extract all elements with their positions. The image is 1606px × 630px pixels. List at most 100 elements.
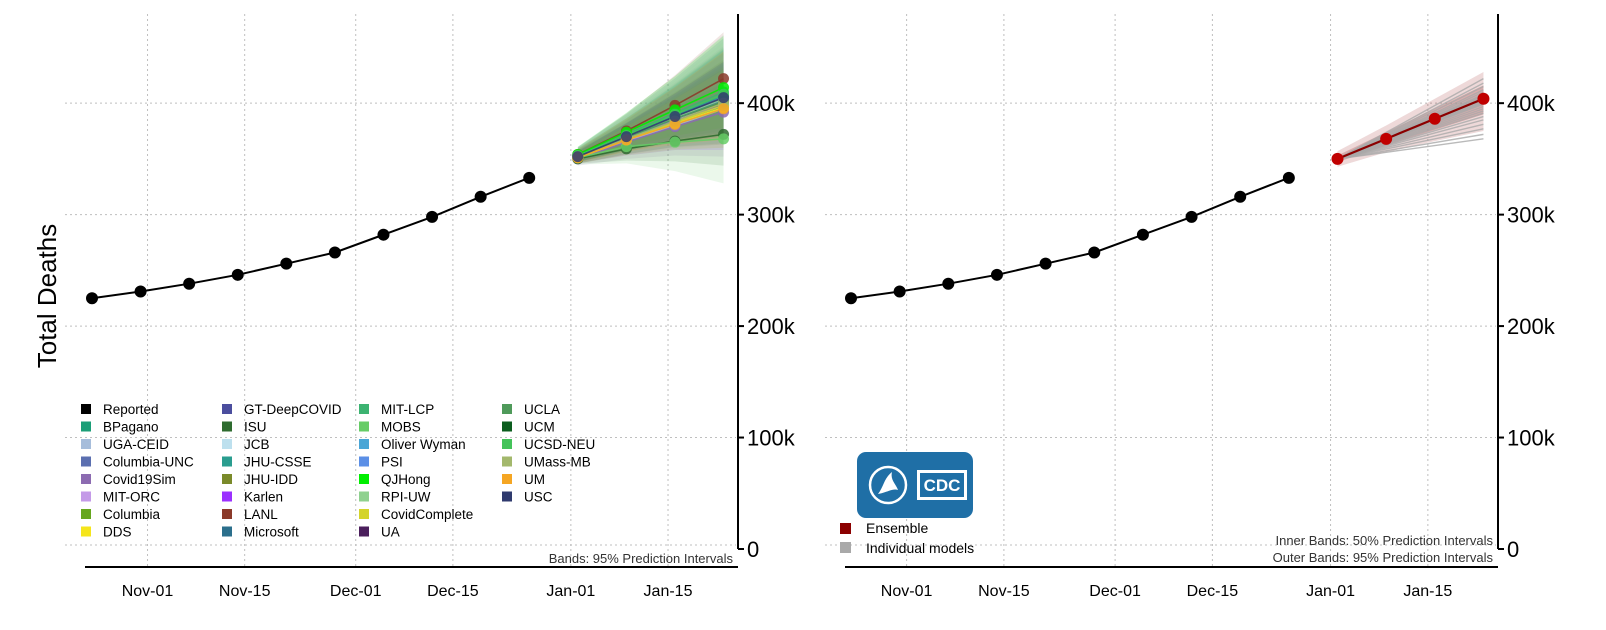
reported-point [893, 285, 906, 298]
reported-point [523, 171, 536, 184]
legend-label: BPagano [103, 420, 159, 435]
legend-swatch [359, 439, 369, 449]
model-line [577, 107, 724, 159]
legend-swatch [81, 526, 91, 537]
model-point [669, 111, 681, 123]
legend-label: JHU-CSSE [244, 455, 312, 470]
x-tick-label: Jan-15 [644, 583, 693, 600]
model-band [577, 46, 724, 162]
legend-label: MIT-ORC [103, 490, 160, 505]
model-band [577, 32, 724, 160]
left-gridlines [65, 14, 736, 567]
model-point [669, 136, 681, 148]
reported-line [91, 176, 530, 300]
legend-swatch [359, 509, 369, 519]
y-tick-label: 100k [1507, 426, 1556, 451]
reported-point [377, 228, 390, 241]
right-legend: Ensemble Individual models [840, 520, 974, 556]
right-bands-note-outer: Outer Bands: 95% Prediction Intervals [1273, 550, 1494, 565]
legend-swatch [359, 491, 369, 502]
model-band [577, 52, 724, 164]
model-point [718, 92, 730, 104]
model-line [577, 111, 724, 160]
left-series-lines [91, 77, 724, 300]
model-band [577, 34, 724, 162]
model-point [620, 131, 632, 143]
right-panel: 0 100k 200k 300k 400k Nov-01 Nov-15 Dec-01 Dec-1… [825, 14, 1556, 600]
reported-point [845, 292, 857, 305]
legend-swatch [502, 404, 512, 414]
right-bands-note-inner: Inner Bands: 50% Prediction Intervals [1275, 533, 1493, 548]
model-point [669, 118, 681, 130]
legend-swatch [81, 421, 91, 432]
legend-swatch [222, 439, 232, 449]
legend-label: UGA-CEID [103, 437, 169, 452]
left-panel: Total Deaths 0 100k 200k 300k 400k Nov-01 Nov-… [32, 14, 796, 600]
hhs-eagle-icon-profile [878, 472, 898, 494]
x-tick-label: Nov-15 [978, 583, 1030, 600]
legend-swatch [81, 491, 91, 502]
reported-point [134, 285, 147, 298]
model-point [718, 133, 730, 145]
reported-point [1039, 257, 1052, 270]
model-line [577, 93, 724, 157]
reported-point [1234, 190, 1247, 203]
legend-label: QJHong [381, 472, 431, 487]
model-point [718, 103, 730, 115]
legend-label: LANL [244, 507, 278, 522]
right-series-points [845, 92, 1490, 305]
legend-swatch [502, 439, 512, 449]
reported-point [280, 257, 293, 270]
y-tick-label: 0 [1507, 537, 1519, 562]
legend-swatch [222, 421, 232, 432]
legend-label: USC [524, 490, 553, 505]
legend-label: UCM [524, 420, 555, 435]
legend-label: CovidComplete [381, 507, 473, 522]
legend-label: UCSD-NEU [524, 437, 595, 452]
reported-point [231, 268, 244, 281]
x-tick-label: Jan-01 [546, 583, 595, 600]
legend-label: Columbia-UNC [103, 455, 194, 470]
model-band [577, 41, 724, 164]
legend-label: Columbia [103, 507, 161, 522]
legend-label-individual-models: Individual models [866, 540, 974, 556]
ensemble-point [1380, 132, 1393, 145]
model-point [572, 151, 584, 163]
x-tick-label: Jan-15 [1403, 583, 1452, 600]
model-line [577, 96, 724, 158]
reported-point [942, 277, 955, 290]
legend-swatch [359, 456, 369, 467]
y-tick-label: 300k [747, 203, 796, 228]
legend-swatch [81, 509, 91, 519]
legend-label: UCLA [524, 402, 560, 417]
legend-swatch [222, 509, 232, 519]
legend-swatch [222, 526, 232, 537]
reported-point [328, 246, 341, 259]
legend-swatch [502, 421, 512, 432]
legend-label: UA [381, 525, 400, 540]
legend-swatch [222, 491, 232, 502]
legend-swatch [222, 474, 232, 484]
ensemble-point [1428, 112, 1441, 125]
legend-label: RPI-UW [381, 490, 431, 505]
reported-point [86, 292, 98, 305]
model-line [577, 138, 724, 159]
model-line [577, 102, 724, 158]
legend-swatch [359, 404, 369, 414]
legend-swatch-ensemble [840, 523, 851, 534]
model-band [577, 51, 724, 163]
legend-label: Reported [103, 402, 159, 417]
model-band [577, 38, 724, 161]
legend-swatch [359, 474, 369, 484]
y-tick-label: 400k [747, 91, 796, 116]
individual-model-line [1337, 78, 1484, 160]
reported-point [183, 277, 196, 290]
y-tick-label: 200k [1507, 314, 1556, 339]
legend-label: JHU-IDD [244, 472, 298, 487]
legend-swatch [359, 526, 369, 537]
legend-label: Microsoft [244, 525, 299, 540]
legend-swatch [81, 404, 91, 414]
reported-point [1136, 228, 1149, 241]
reported-point [990, 268, 1003, 281]
